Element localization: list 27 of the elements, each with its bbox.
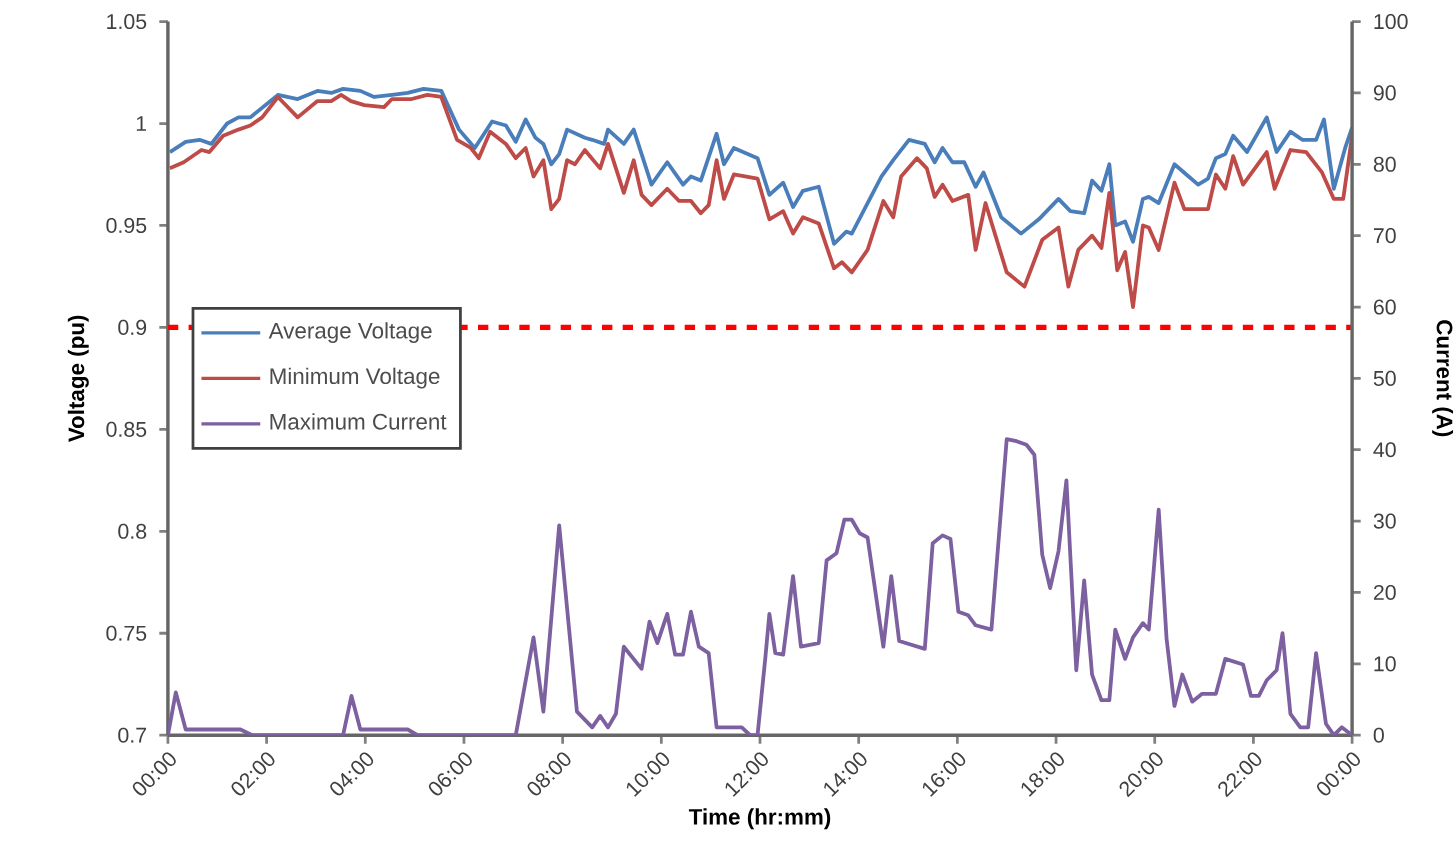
y-tick-label: 1.05 (107, 14, 147, 30)
y-tick-label: 0.8 (118, 523, 147, 540)
y-tick-label: 0.95 (106, 218, 147, 234)
legend-label: Minimum Voltage (270, 367, 440, 389)
legend-label: Average Voltage (268, 322, 432, 344)
y-tick-label: 0.85 (106, 421, 147, 438)
y-tick-label: 0.75 (106, 625, 147, 641)
y2-tick-label: 30 (1373, 513, 1396, 529)
line-series (167, 87, 1353, 246)
y-axis-title: Voltage (pu) (67, 315, 89, 443)
y2-tick-label: 40 (1373, 442, 1396, 458)
y-tick-label: 1 (136, 116, 147, 132)
y-tick-label: 0.9 (118, 320, 147, 336)
y2-tick-label: 10 (1374, 656, 1396, 672)
y2-axis-title: Current (A) (1432, 320, 1454, 437)
y-tick-label: 0.7 (118, 727, 147, 743)
y2-tick-label: 50 (1373, 370, 1396, 387)
y2-tick-label: 0 (1373, 727, 1384, 743)
line-series (167, 93, 1353, 310)
x-axis-title: Time (hr:mm) (688, 808, 831, 830)
legend-label: Maximum Current (270, 413, 447, 430)
y2-tick-label: 20 (1373, 585, 1396, 601)
y2-tick-label: 70 (1373, 228, 1396, 244)
y2-tick-label: 80 (1373, 156, 1396, 173)
y2-tick-label: 90 (1373, 85, 1396, 101)
y2-tick-label: 100 (1374, 14, 1408, 30)
y2-tick-label: 60 (1373, 299, 1396, 315)
